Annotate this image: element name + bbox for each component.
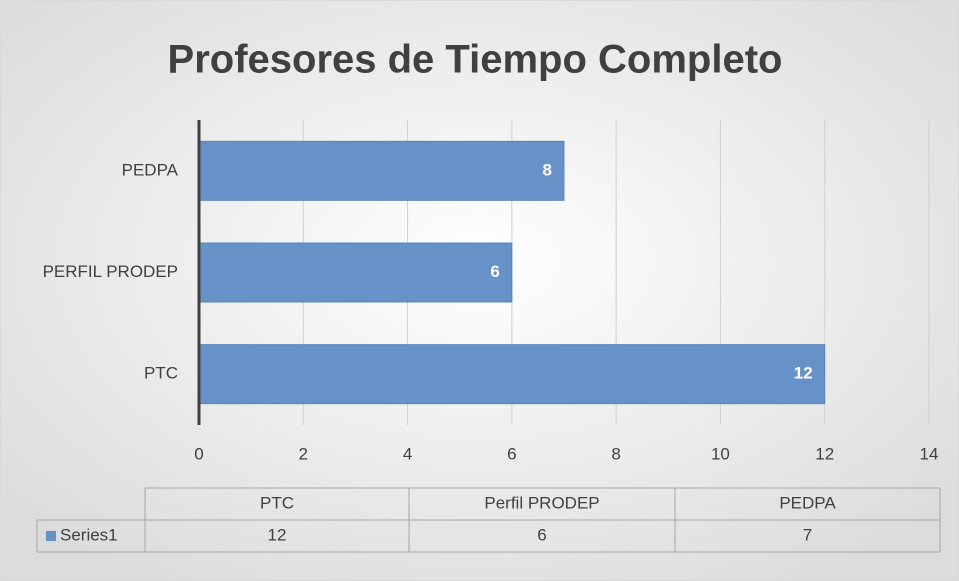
bar	[198, 344, 826, 405]
table-value: 12	[268, 525, 287, 544]
x-tick-label: 0	[194, 444, 203, 463]
x-tick-label: 14	[920, 444, 939, 463]
y-tick-label: PERFIL PRODEP	[43, 262, 178, 281]
x-tick-label: 4	[403, 444, 412, 463]
x-tick-label: 10	[711, 444, 730, 463]
x-tick-label: 12	[815, 444, 834, 463]
legend-key	[46, 531, 56, 541]
data-label: 8	[543, 160, 552, 179]
data-label: 12	[794, 364, 813, 383]
x-tick-label: 2	[299, 444, 308, 463]
table-header: Perfil PRODEP	[484, 493, 599, 512]
table-header: PTC	[260, 493, 294, 512]
y-tick-label: PTC	[144, 364, 178, 383]
legend-label: Series1	[60, 525, 118, 544]
x-tick-label: 6	[507, 444, 516, 463]
table-value: 6	[537, 525, 546, 544]
data-label: 6	[490, 262, 499, 281]
bar	[198, 140, 565, 201]
bar	[198, 242, 513, 303]
table-value: 7	[803, 525, 812, 544]
table-header: PEDPA	[779, 493, 836, 512]
x-tick-label: 8	[611, 444, 620, 463]
y-tick-label: PEDPA	[122, 160, 179, 179]
chart-title: Profesores de Tiempo Completo	[168, 38, 783, 82]
